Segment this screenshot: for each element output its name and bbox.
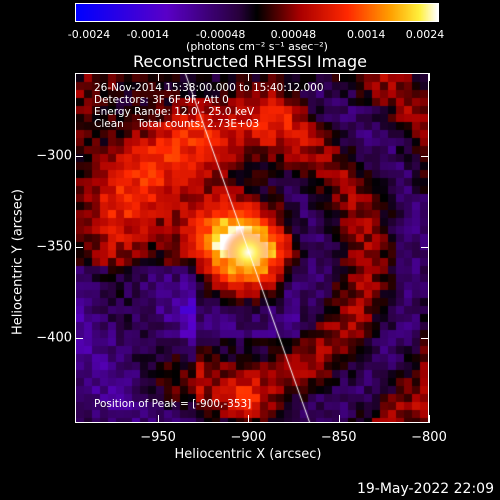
y-tick-mark [421, 156, 429, 158]
x-tick-mark [248, 415, 250, 423]
x-tick-mark [429, 73, 430, 81]
colorbar-units: (photons cm⁻² s⁻¹ asec⁻²) [186, 40, 328, 53]
x-tick-mark [158, 415, 160, 423]
y-axis-label: Heliocentric Y (arcsec) [10, 189, 26, 335]
colorbar-gradient [76, 4, 438, 21]
y-tick-mark [421, 247, 429, 249]
x-axis-label: Heliocentric X (arcsec) [174, 447, 322, 462]
peak-position-label: Position of Peak = [-900,-353] [94, 398, 252, 410]
colorbar-tick-label: 0.0024 [405, 28, 445, 41]
x-tick-mark [429, 415, 430, 423]
plot-title: Reconstructed RHESSI Image [133, 52, 367, 71]
colorbar-tick-label: 0.0014 [346, 28, 386, 41]
image-plot [75, 73, 429, 423]
y-tick-mark [421, 337, 429, 339]
x-tick-mark [338, 73, 340, 81]
info-time: 26-Nov-2014 15:38:00.000 to 15:40:12.000 [94, 82, 324, 94]
info-clean: Clean Total counts: 2.73E+03 [94, 118, 260, 130]
colorbar-tick-label: 0.00048 [270, 28, 317, 41]
x-tick-label: −950 [140, 430, 176, 445]
x-tick-label: −850 [320, 430, 357, 445]
info-energy: Energy Range: 12.0 - 25.0 keV [94, 106, 255, 118]
y-tick-mark [75, 337, 83, 339]
x-tick-label: −900 [230, 430, 267, 445]
y-tick-mark [75, 247, 83, 249]
y-tick-mark [75, 156, 83, 158]
colorbar [75, 3, 439, 22]
colorbar-tick-label: -0.0014 [126, 28, 170, 41]
y-tick-label: −350 [36, 239, 72, 255]
x-tick-mark [248, 73, 250, 81]
x-tick-mark [158, 73, 160, 81]
colorbar-tick-label: -0.0024 [67, 28, 111, 41]
rhessi-image-map [76, 74, 428, 422]
y-tick-label: −300 [36, 148, 72, 164]
colorbar-tick-label: -0.00048 [195, 28, 246, 41]
timestamp: 19-May-2022 22:09 [356, 481, 494, 497]
info-detectors: Detectors: 3F 6F 9F, Att 0 [94, 94, 229, 106]
y-tick-label: −400 [36, 330, 72, 346]
x-tick-label: −800 [411, 430, 447, 445]
x-tick-mark [338, 415, 340, 423]
